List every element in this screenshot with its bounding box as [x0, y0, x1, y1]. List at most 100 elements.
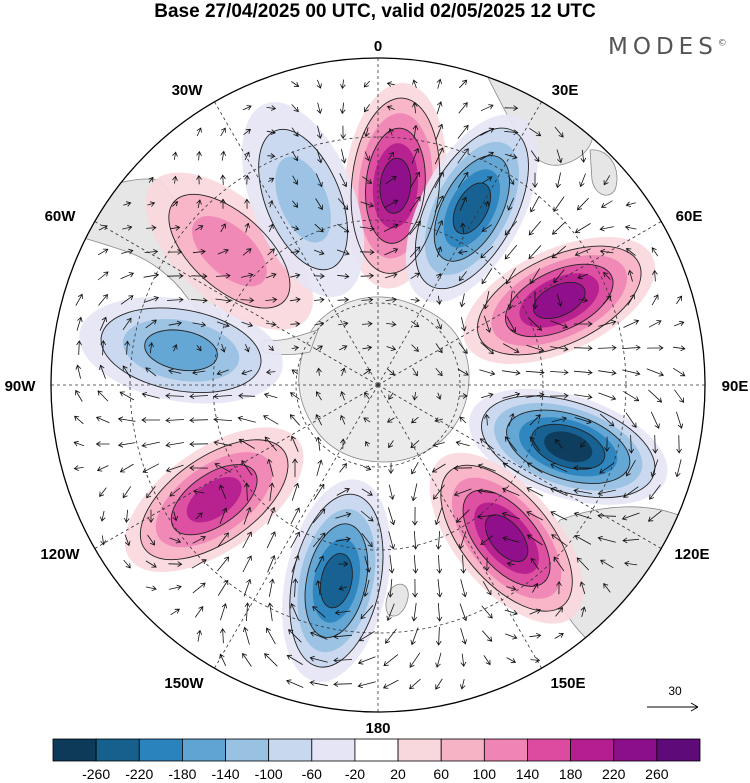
wind-vector-arrow — [99, 487, 107, 497]
wind-vector-arrow — [289, 414, 300, 426]
wind-vector-arrow — [483, 315, 492, 333]
wind-vector-arrow — [412, 124, 419, 139]
wind-vector-arrow — [504, 220, 518, 236]
wind-vector-arrow — [192, 369, 206, 376]
wind-vector-arrow — [289, 392, 300, 400]
map-border — [50, 57, 706, 713]
wind-vector-arrow — [291, 127, 299, 137]
wind-vector-arrow — [650, 411, 660, 429]
wind-vector-arrow — [387, 507, 396, 526]
wind-vector-arrow — [237, 415, 256, 423]
wind-vector-arrow — [97, 248, 109, 256]
anomaly-contour — [170, 464, 258, 536]
anomaly-fill-negative-1 — [453, 183, 491, 234]
wind-vector-arrow — [165, 464, 184, 473]
wind-vector-arrow — [434, 147, 444, 165]
wind-vector-arrow — [219, 507, 228, 525]
meridian-line — [214, 384, 379, 669]
wind-vector-arrow — [600, 200, 613, 208]
wind-vector-arrow — [243, 506, 252, 525]
wind-vector-arrow — [363, 579, 370, 597]
wind-vector-arrow — [313, 483, 325, 500]
wind-vector-arrow — [309, 655, 328, 663]
anomaly-fill-positive-8 — [192, 216, 267, 287]
wind-vector-arrow — [551, 245, 567, 259]
lon-label-30e: 30E — [552, 82, 579, 99]
wind-vector-arrow — [627, 269, 634, 282]
wind-vector-arrow — [73, 440, 85, 447]
wind-vector-arrow — [360, 510, 374, 522]
wind-vector-arrow — [316, 391, 322, 401]
wind-vector-arrow — [359, 249, 375, 255]
wind-vector-arrow — [76, 340, 82, 356]
wind-vector-arrow — [268, 177, 275, 183]
wind-vector-arrow — [483, 291, 490, 310]
wind-vector-arrow — [288, 629, 302, 643]
wind-vector-arrow — [411, 320, 420, 328]
wind-vector-arrow — [625, 201, 636, 207]
wind-vector-arrow — [244, 174, 250, 185]
wind-vector-arrow — [648, 389, 663, 403]
wind-vector-arrow — [501, 511, 520, 520]
wind-vector-arrow — [647, 345, 664, 351]
colorbar-swatch — [52, 738, 97, 762]
brand-name: MODES — [608, 34, 718, 60]
wind-vector-arrow — [555, 607, 563, 617]
wind-vector-arrow — [337, 273, 350, 280]
colorbar-swatch — [656, 738, 701, 762]
wind-vector-arrow — [290, 273, 301, 279]
wind-vector-arrow — [459, 79, 468, 89]
colorbar-tick-label: 140 — [516, 766, 540, 782]
wind-vector-arrow — [265, 272, 277, 279]
wind-vector-arrow — [219, 653, 227, 666]
colorbar-tick-label: -100 — [255, 766, 283, 782]
wind-vector-arrow — [333, 681, 353, 688]
wind-vector-arrow — [313, 273, 325, 279]
wind-vector-arrow — [241, 321, 254, 328]
wind-vector-arrow — [244, 151, 250, 160]
anomaly-contours — [100, 97, 656, 668]
wind-vector-arrow — [241, 272, 254, 279]
wind-vector-arrow — [193, 488, 205, 495]
wind-vector-arrow — [484, 557, 490, 572]
wind-vector-arrow — [411, 483, 418, 502]
wind-vector-arrow — [647, 510, 662, 522]
anomaly-contour — [462, 489, 551, 587]
wind-vector-arrow — [436, 602, 443, 622]
wind-vector-arrow — [579, 173, 586, 188]
wind-vector-arrow — [622, 369, 641, 376]
wind-vector-arrow — [676, 435, 682, 454]
wind-vector-arrow — [363, 80, 370, 88]
wind-vector-arrow — [410, 297, 420, 303]
lon-label-120w: 120W — [40, 546, 80, 563]
wind-vector-arrow — [238, 438, 255, 449]
wind-vector-arrow — [291, 81, 300, 87]
wind-vector-arrow — [460, 554, 467, 574]
wind-vector-arrow — [291, 104, 299, 113]
wind-vector-arrow — [436, 273, 442, 279]
wind-vector-arrow — [339, 102, 346, 115]
wind-vector-arrow — [340, 438, 346, 449]
wind-vector-arrow — [386, 105, 395, 111]
anomaly-fill-positive-6 — [186, 476, 242, 523]
reference-vector: 30 — [647, 684, 699, 712]
wind-vector-arrow — [528, 220, 542, 236]
wind-vector-arrow — [264, 653, 278, 667]
lon-label-150e: 150E — [550, 675, 585, 692]
colorbar-swatch — [527, 738, 572, 762]
wind-vector-arrow — [117, 416, 136, 423]
lon-label-120e: 120E — [674, 546, 709, 563]
wind-vector-arrow — [412, 79, 418, 89]
wind-vector-arrow — [483, 200, 490, 207]
wind-vector-arrow — [480, 535, 494, 545]
anomaly-fill-negative-9 — [275, 156, 331, 243]
colorbar-swatch — [440, 738, 485, 762]
wind-vector-arrow — [388, 127, 394, 136]
wind-vector-arrow — [409, 220, 421, 236]
wind-vector-arrow — [148, 341, 154, 354]
wind-vector-arrow — [459, 196, 467, 211]
wind-vector-arrow — [554, 632, 564, 639]
wind-vector-arrow — [597, 512, 617, 519]
wind-vector-arrow — [75, 293, 83, 306]
lon-label-60e: 60E — [676, 208, 703, 225]
